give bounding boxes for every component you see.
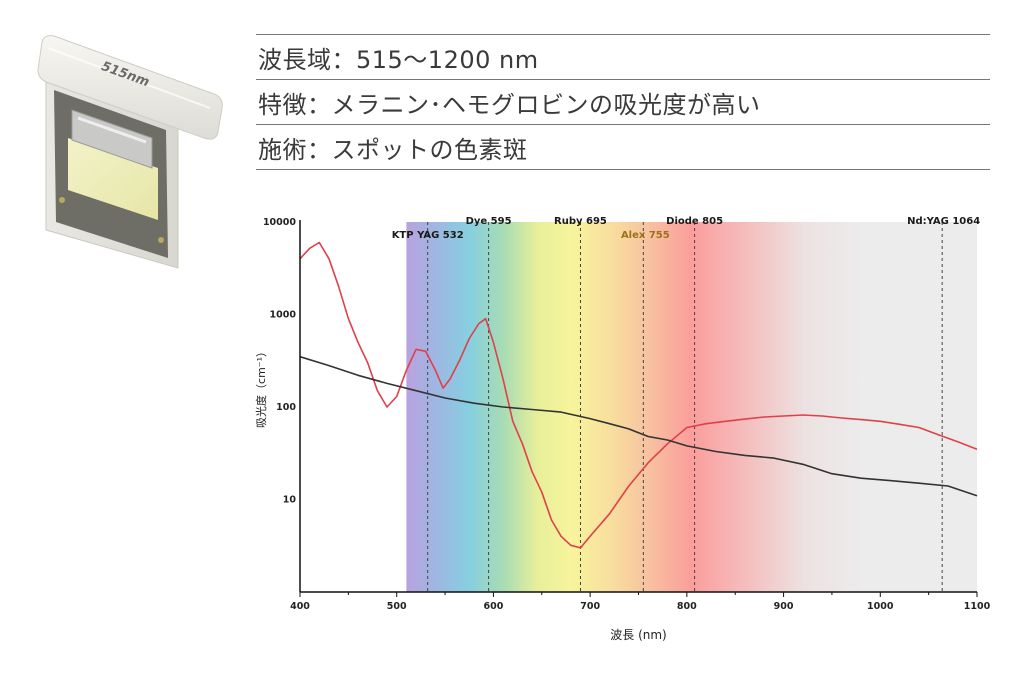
x-tick-label: 500 xyxy=(387,601,407,612)
y-tick-label: 1000 xyxy=(270,310,297,321)
x-tick-label: 600 xyxy=(484,601,504,612)
y-tick-label: 10000 xyxy=(263,217,296,228)
marker-label: Alex 755 xyxy=(621,230,670,241)
visible-spectrum-band xyxy=(406,222,977,592)
marker-label: KTP YAG 532 xyxy=(392,230,464,241)
spec-label: 施術 xyxy=(258,135,307,164)
y-tick-label: 100 xyxy=(276,402,296,413)
x-tick-label: 400 xyxy=(290,601,310,612)
x-axis-label: 波長 (nm) xyxy=(610,628,666,642)
x-tick-label: 900 xyxy=(774,601,794,612)
x-tick-label: 700 xyxy=(580,601,600,612)
marker-label: Dye 595 xyxy=(466,216,512,227)
spec-row-features: 特徴：メラニン･ヘモグロビンの吸光度が高い xyxy=(256,79,990,124)
spec-separator: ： xyxy=(331,45,356,74)
spec-table: 波長域： 515〜1200 nm 特徴：メラニン･ヘモグロビンの吸光度が高い 施術… xyxy=(256,34,990,170)
spec-row-treatment: 施術：スポットの色素斑 xyxy=(256,124,990,170)
spec-separator: ： xyxy=(307,135,332,164)
y-axis-label: 吸光度（cm⁻¹） xyxy=(254,346,268,428)
spec-value: メラニン･ヘモグロビンの吸光度が高い xyxy=(331,90,761,119)
marker-label: Ruby 695 xyxy=(554,216,607,227)
spec-label: 波長域 xyxy=(258,45,332,74)
series-line-0 xyxy=(299,241,978,549)
spec-value: スポットの色素斑 xyxy=(331,135,528,164)
series-line-1 xyxy=(299,355,978,497)
marker-label: Nd:YAG 1064 xyxy=(907,216,980,227)
spec-value: 515〜1200 nm xyxy=(356,45,539,74)
y-tick-label: 10 xyxy=(283,495,297,506)
x-tick-label: 1100 xyxy=(964,601,990,612)
spec-separator: ： xyxy=(307,90,332,119)
spec-row-wavelength: 波長域： 515〜1200 nm xyxy=(256,34,990,79)
x-tick-label: 800 xyxy=(677,601,697,612)
x-tick-label: 1000 xyxy=(867,601,894,612)
filter-tip-image: 515nm xyxy=(37,35,223,269)
spec-label: 特徴 xyxy=(258,90,307,119)
marker-label: Diode 805 xyxy=(666,216,723,227)
